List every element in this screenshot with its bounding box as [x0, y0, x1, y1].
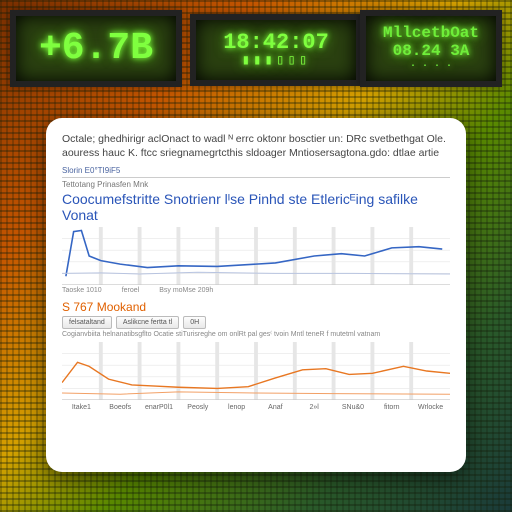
lcd-main-value: +6.7B: [39, 27, 153, 70]
report-card: Octale; ghedhirigr aclOnact to wadl ᴺ er…: [46, 118, 466, 472]
chart2-xlabel-7: SNu&0: [334, 404, 373, 411]
chart2-xlabel-4: lenop: [217, 404, 256, 411]
chart1-x-captions: Taoske 1010 feroel Bsy moMse 209h: [62, 287, 450, 294]
chart1-xcap-0: Taoske 1010: [62, 287, 102, 294]
lcd-status-l3: · · · ·: [410, 61, 452, 72]
chart2-xlabel-0: Itake1: [62, 404, 101, 411]
lcd-clock-bars: ▮▮▮▯▯▯: [242, 54, 311, 68]
chart1-xcap-2: Bsy moMse 209h: [159, 287, 213, 294]
filter-button-0[interactable]: felsataltand: [62, 316, 112, 329]
chart2-xlabel-3: Peosly: [178, 404, 217, 411]
chart1-title: Coocumefstritte Snotrienr lᴵse Pinhd ste…: [62, 191, 450, 223]
lcd-status-l1: MllcetbOat: [383, 25, 479, 43]
chart2-xlabel-9: Wrlocke: [411, 404, 450, 411]
chart2-xlabel-1: Bᴏeofs: [101, 404, 140, 411]
lcd-status-l2: 08.24 3A: [393, 43, 470, 61]
section2-heading: S 767 Mookand: [62, 300, 450, 314]
lcd-readout-status: MllcetbOat 08.24 3A · · · ·: [360, 10, 502, 87]
lcd-readout-clock: 18:42:07 ▮▮▮▯▯▯: [190, 14, 362, 86]
chart2-xlabel-6: 2»l: [295, 404, 334, 411]
chart2-x-axis: Itake1BᴏeofsenarP0l1PeoslylenopAnaf2»lSN…: [62, 404, 450, 411]
chart1-subtitle: Tettotang Prinasfen Mnk: [62, 180, 450, 189]
chart2-xlabel-8: fitorn: [372, 404, 411, 411]
line-chart-orange: [62, 342, 450, 400]
chart2-xlabel-5: Anaf: [256, 404, 295, 411]
tab-label[interactable]: Slorin E0°TI9iF5: [62, 166, 120, 175]
tab-bar[interactable]: Slorin E0°TI9iF5: [62, 166, 450, 178]
card-description: Octale; ghedhirigr aclOnact to wadl ᴺ er…: [62, 132, 450, 160]
chart2-xlabel-2: enarP0l1: [140, 404, 179, 411]
chart1-xcap-1: feroel: [122, 287, 140, 294]
chart2-caption: Cogianvbiita helnanatibsgflto Ocatie sti…: [62, 331, 450, 339]
lcd-readout-main: +6.7B: [10, 10, 182, 87]
filter-button-1[interactable]: Aslikcne fertta tl: [116, 316, 179, 329]
line-chart-blue: [62, 227, 450, 285]
filter-button-2[interactable]: 0H: [183, 316, 206, 329]
lcd-clock-time: 18:42:07: [223, 32, 329, 54]
filter-buttons: felsataltand Aslikcne fertta tl 0H: [62, 316, 450, 329]
